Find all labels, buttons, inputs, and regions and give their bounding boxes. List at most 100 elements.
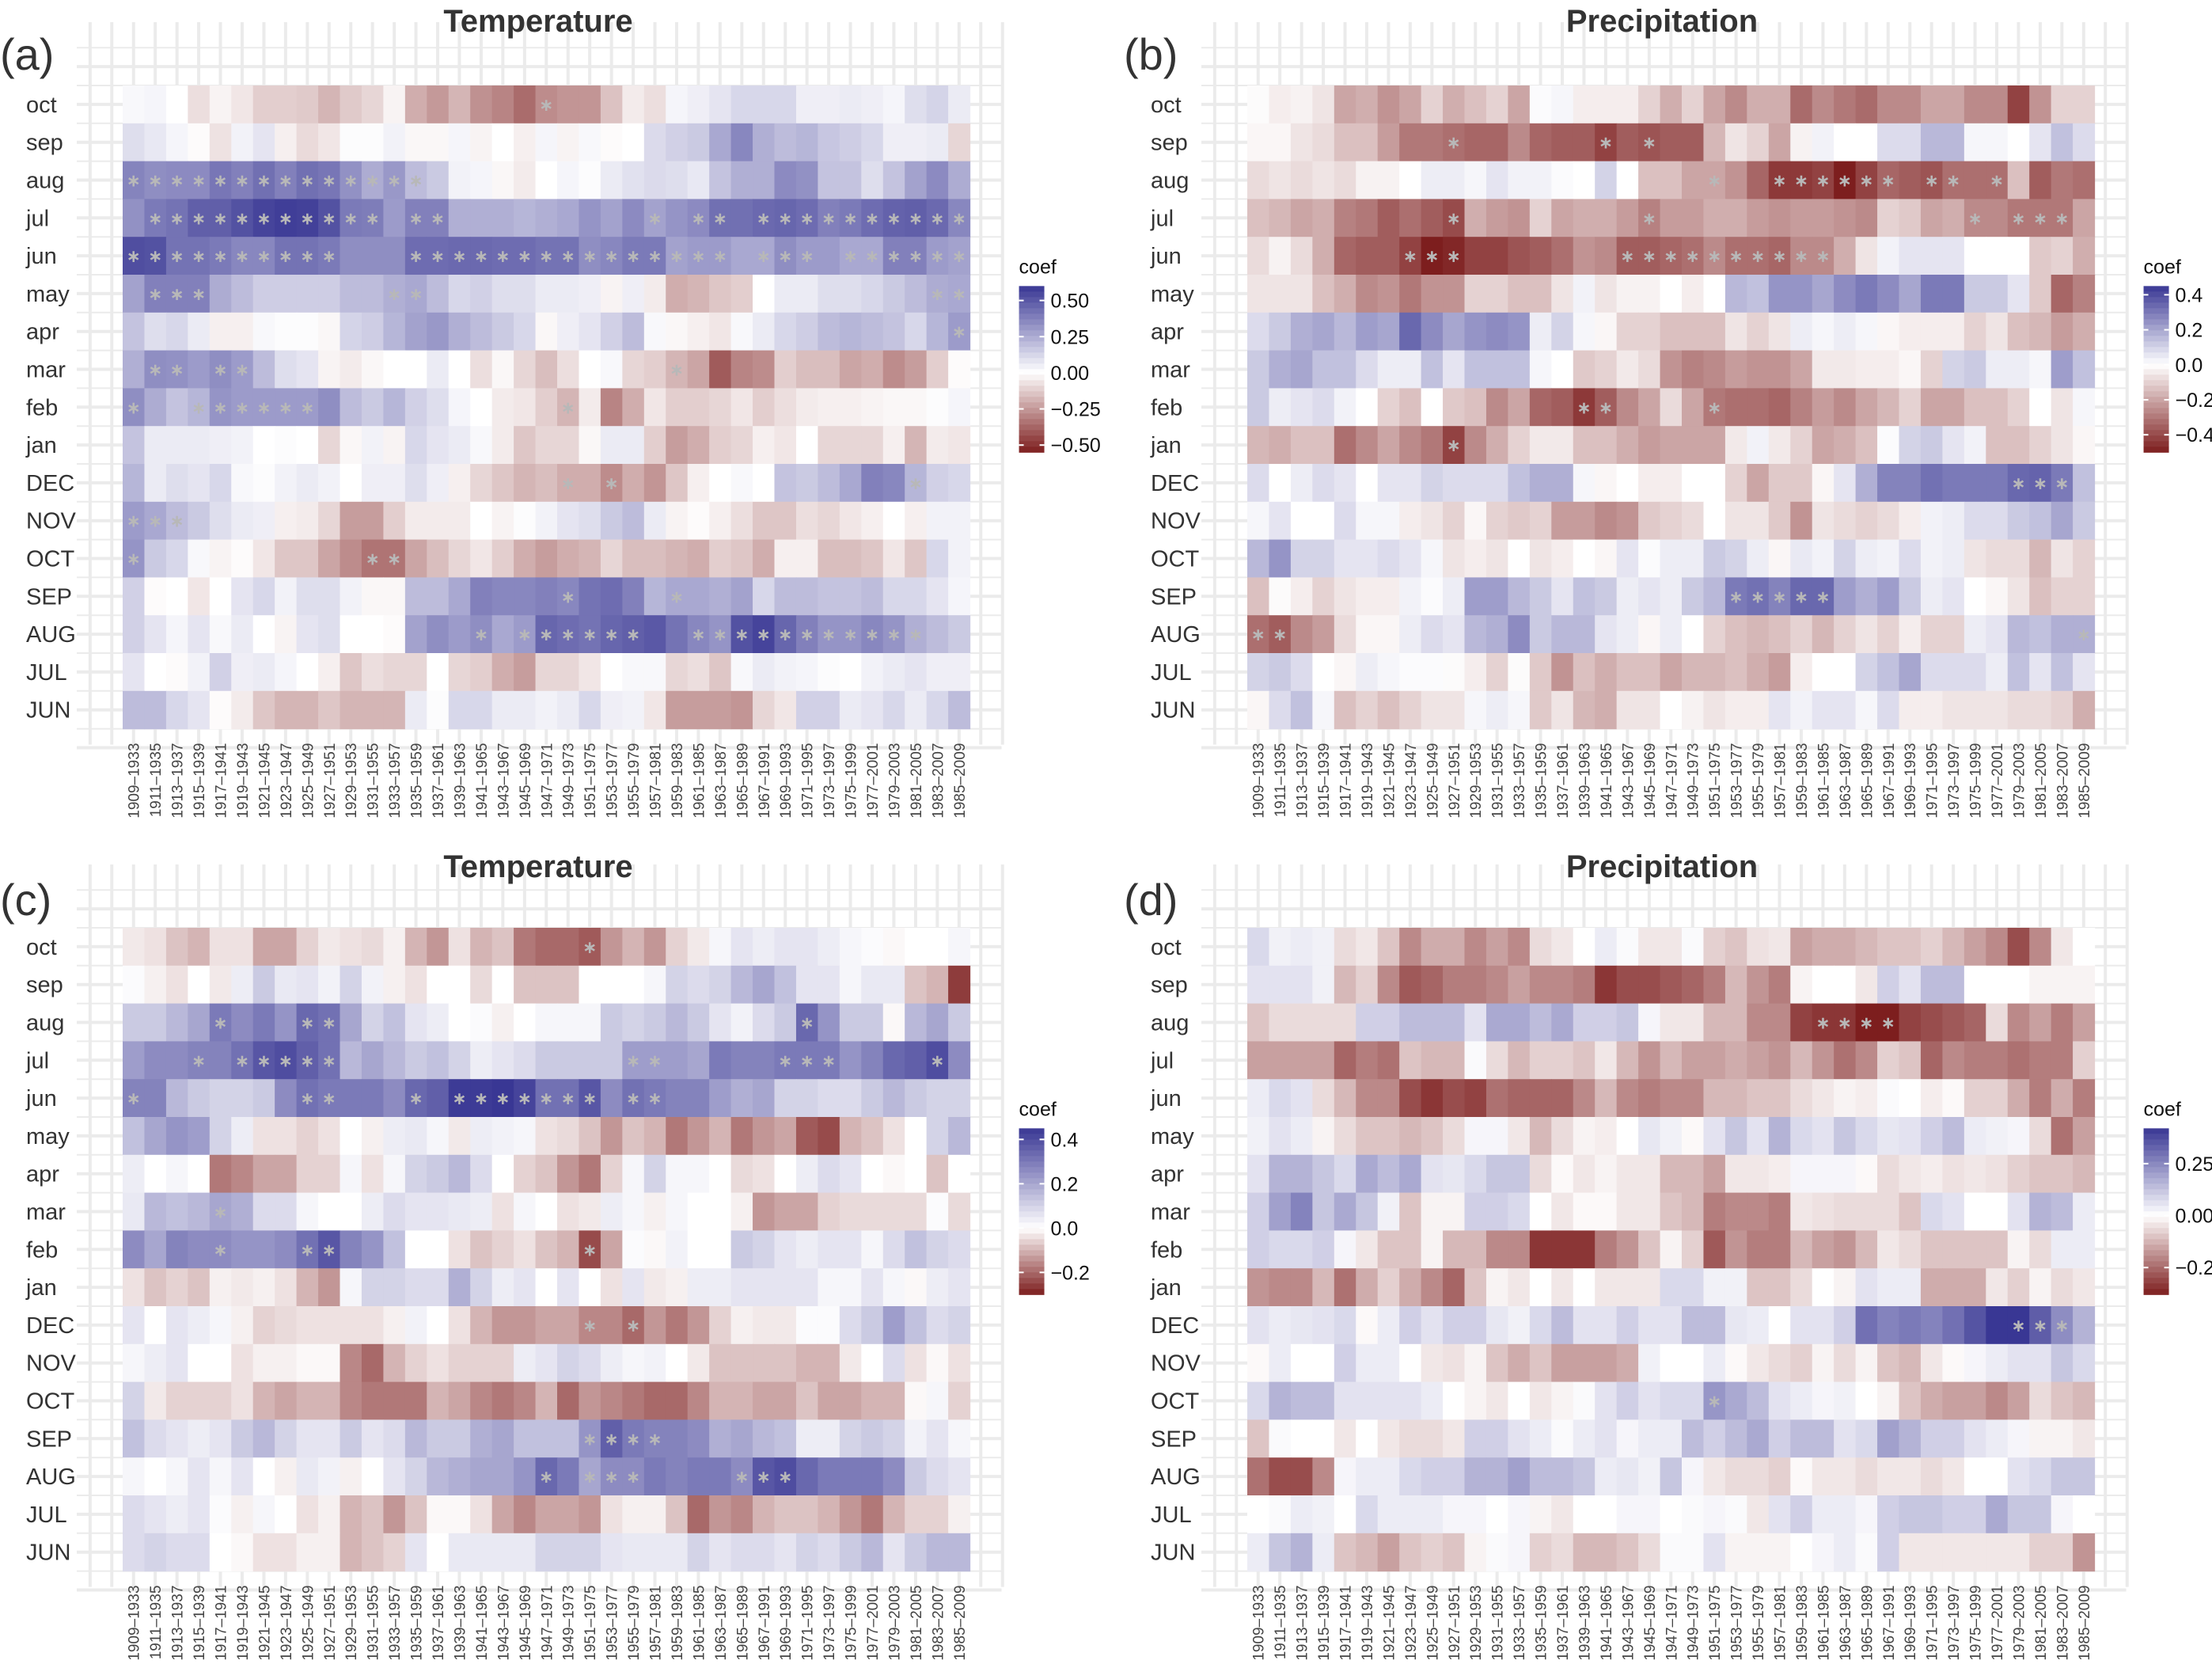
heatmap-cell <box>753 1003 776 1042</box>
heatmap-cell <box>188 1381 211 1420</box>
heatmap-cell <box>795 965 818 1005</box>
heatmap-cell <box>622 1117 645 1156</box>
heatmap-cell <box>1812 123 1834 162</box>
heatmap-cell <box>1834 464 1857 503</box>
heatmap-cell <box>753 1419 776 1458</box>
heatmap-cell <box>905 1495 928 1534</box>
heatmap-cell <box>2051 123 2074 162</box>
heatmap-cell <box>643 123 666 162</box>
heatmap-cell <box>600 85 623 124</box>
heatmap-cell <box>209 615 232 654</box>
heatmap-cell <box>579 690 601 730</box>
heatmap-cell <box>753 1533 776 1572</box>
heatmap-cell <box>882 388 905 427</box>
heatmap-cell <box>795 123 818 162</box>
heatmap-cell <box>774 1079 797 1118</box>
heatmap-cell <box>1551 1154 1574 1194</box>
heatmap-cell <box>730 1003 753 1042</box>
heatmap-cell <box>1443 539 1466 578</box>
heatmap-cell <box>1747 1381 1770 1420</box>
heatmap-cell <box>470 1192 493 1231</box>
heatmap-cell <box>2051 615 2074 654</box>
heatmap-cell <box>1682 1419 1705 1458</box>
x-tick-label: 1959–1983 <box>1794 1586 1811 1661</box>
heatmap-cell <box>144 928 167 967</box>
heatmap-cell <box>1768 1041 1791 1080</box>
x-tick-label: 1947–1971 <box>539 743 556 819</box>
heatmap-cell <box>795 653 818 692</box>
heatmap-cell <box>123 501 146 541</box>
heatmap-cell <box>1595 928 1618 967</box>
heatmap-cell <box>1573 350 1595 389</box>
x-tick-label: 1931–1955 <box>1490 743 1507 819</box>
heatmap-cell <box>361 1041 384 1080</box>
y-tick-label: mar <box>26 1200 66 1225</box>
heatmap-cell <box>1616 1041 1639 1080</box>
significance-star: ∗ <box>799 1014 814 1034</box>
legend-color-step <box>2143 1228 2169 1234</box>
heatmap-cell <box>905 123 928 162</box>
significance-star: ∗ <box>1967 209 1982 229</box>
heatmap-cell <box>188 85 211 124</box>
heatmap-cell <box>1485 123 1508 162</box>
significance-star: ∗ <box>1599 398 1613 418</box>
heatmap-cell <box>1855 1003 1878 1042</box>
heatmap-cell <box>1551 1079 1574 1118</box>
heatmap-cell <box>1768 1079 1791 1118</box>
heatmap-cell <box>2029 199 2052 237</box>
heatmap-cell <box>2073 388 2096 427</box>
legend-color-step <box>1019 1278 1045 1284</box>
heatmap-cell <box>275 1192 298 1231</box>
heatmap-cell <box>557 1306 580 1345</box>
heatmap-cell <box>1812 1306 1834 1345</box>
heatmap-cell <box>730 690 753 730</box>
heatmap-cell <box>427 1419 450 1458</box>
heatmap-cell <box>753 539 776 578</box>
heatmap-cell <box>231 85 254 124</box>
heatmap-cell <box>1247 690 1270 730</box>
heatmap-cell <box>1421 690 1444 730</box>
heatmap-cell <box>818 1041 840 1080</box>
heatmap-cell <box>427 161 450 199</box>
x-tick-label: 1947–1971 <box>1664 1586 1680 1661</box>
x-tick-label: 1923–1947 <box>1403 743 1420 819</box>
heatmap-cell <box>1963 965 1986 1005</box>
heatmap-cell <box>579 1003 601 1042</box>
heatmap-cell <box>1963 426 1986 465</box>
heatmap-cell <box>861 1117 884 1156</box>
heatmap-cell <box>361 1343 384 1383</box>
heatmap-cell <box>1703 965 1726 1005</box>
heatmap-cell <box>818 539 840 578</box>
heatmap-cell <box>1963 1419 1986 1458</box>
heatmap-cell <box>882 965 905 1005</box>
heatmap-cell <box>535 1041 558 1080</box>
heatmap-cell <box>535 501 558 541</box>
heatmap-cell <box>643 1003 666 1042</box>
heatmap-cell <box>839 85 862 124</box>
heatmap-cell <box>1334 928 1356 967</box>
heatmap-cell <box>2073 1117 2096 1156</box>
heatmap-cell <box>1877 1192 1900 1231</box>
heatmap-cell <box>1595 501 1618 541</box>
heatmap-cell <box>905 1457 928 1496</box>
heatmap-cell <box>296 275 319 313</box>
heatmap-cell <box>123 123 146 162</box>
heatmap-cell <box>1877 501 1900 541</box>
heatmap-cell <box>1877 615 1900 654</box>
legend-color-step <box>1019 1156 1045 1162</box>
heatmap-cell <box>209 85 232 124</box>
heatmap-cell <box>404 1306 427 1345</box>
x-tick-label: 1967–1991 <box>1881 743 1898 819</box>
heatmap-cell <box>1724 501 1747 541</box>
heatmap-cell <box>296 1419 319 1458</box>
heatmap-cell <box>882 1041 905 1080</box>
heatmap-cell <box>1986 1192 2009 1231</box>
heatmap-cell <box>296 577 319 616</box>
heatmap-cell <box>666 275 689 313</box>
heatmap-cell <box>1616 690 1639 730</box>
heatmap-cell <box>1920 161 1943 199</box>
heatmap-cell <box>1986 1306 2009 1345</box>
heatmap-cell <box>774 1419 797 1458</box>
